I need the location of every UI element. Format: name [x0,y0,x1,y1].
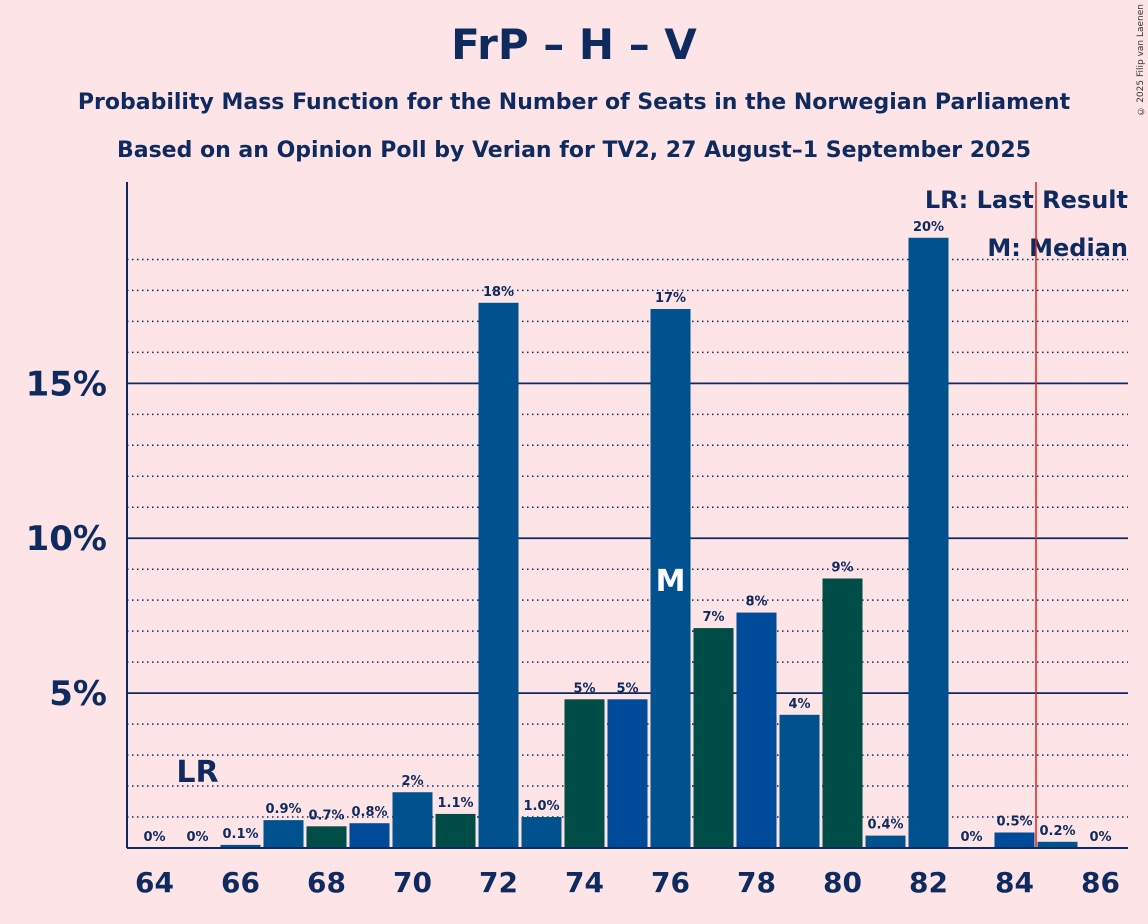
bar [392,792,433,848]
legend-median: M: Median [987,234,1128,262]
bar [349,823,390,848]
x-tick-label: 78 [737,866,776,899]
bar [736,612,777,848]
data-label: 18% [483,285,514,300]
bar [521,817,562,848]
x-tick-label: 86 [1081,866,1120,899]
bar [865,835,906,848]
bar [994,832,1035,848]
data-label: 1.0% [523,799,559,814]
x-tick-label: 84 [995,866,1034,899]
data-label: 4% [788,697,810,712]
data-label: 1.1% [437,796,473,811]
bar [306,826,347,848]
bar [779,714,820,848]
bar [1037,841,1078,848]
data-label: 0% [960,830,982,845]
data-label: 17% [655,291,686,306]
chart-source: Based on an Opinion Poll by Verian for T… [116,138,1032,163]
data-label: 5% [573,681,595,696]
bar [435,813,476,848]
data-label: 9% [831,561,853,576]
data-label: 0% [186,830,208,845]
bar [822,578,863,848]
data-label: 0.1% [222,827,258,842]
data-label: 0.4% [867,818,903,833]
data-label: 20% [913,220,944,235]
y-tick-label: 5% [49,674,107,714]
x-tick-label: 80 [823,866,862,899]
data-label: 8% [745,595,767,610]
bar [263,820,304,848]
bar [478,302,519,848]
chart-subtitle: Probability Mass Function for the Number… [77,90,1071,115]
x-tick-label: 64 [135,866,174,899]
x-tick-label: 68 [307,866,346,899]
bar [564,699,605,848]
data-label: 0.7% [308,808,344,823]
x-tick-label: 76 [651,866,690,899]
data-label: 5% [616,681,638,696]
bar [220,844,261,848]
data-label: 7% [702,610,724,625]
x-tick-label: 72 [479,866,518,899]
bar [607,699,648,848]
x-tick-label: 70 [393,866,432,899]
last-result-marker: LR [176,755,218,790]
y-tick-label: 15% [26,364,107,404]
x-tick-label: 66 [221,866,260,899]
x-tick-label: 82 [909,866,948,899]
legend-last-result: LR: Last Result [924,186,1128,214]
data-label: 2% [401,774,423,789]
x-tick-label: 74 [565,866,604,899]
median-marker: M [656,564,686,599]
data-label: 0.2% [1039,824,1075,839]
data-label: 0.5% [996,815,1032,830]
data-label: 0.9% [265,802,301,817]
bar [650,309,691,848]
data-label: 0% [1089,830,1111,845]
bar [908,237,949,849]
data-label: 0.8% [351,805,387,820]
y-tick-label: 10% [26,519,107,559]
data-label: 0% [143,830,165,845]
bar [693,628,734,848]
chart-title: FrP – H – V [451,20,697,69]
